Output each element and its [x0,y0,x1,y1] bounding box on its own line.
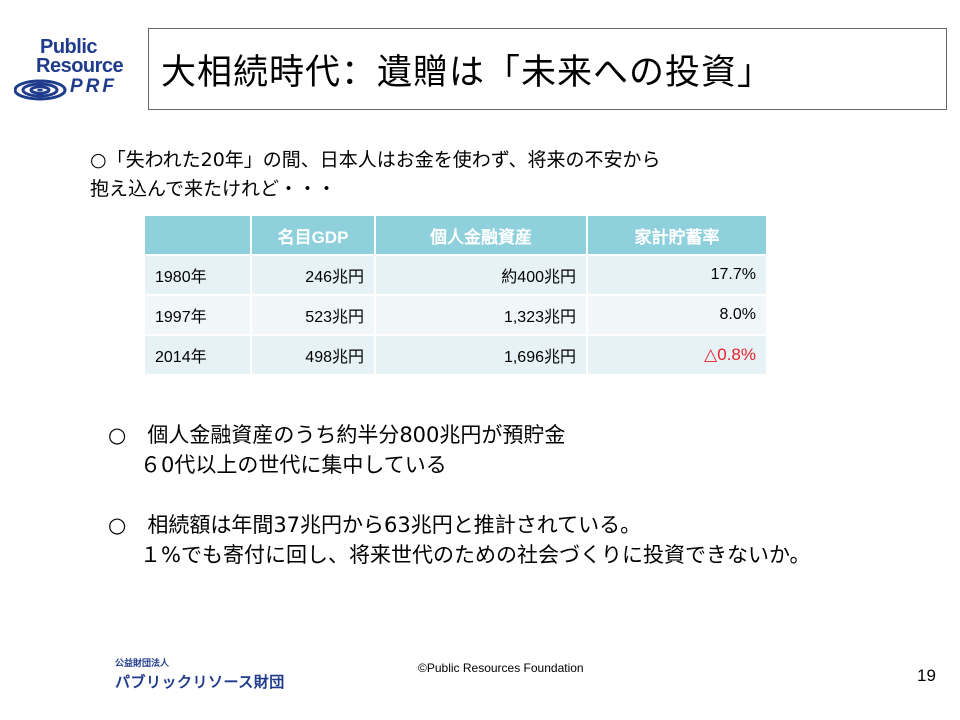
bullet-line: １%でも寄付に回し、将来世代のための社会づくりに投資できないか。 [140,543,811,567]
cell-year: 1980年 [145,254,252,295]
cell-savings-rate: 17.7% [587,254,768,295]
bullet-item: ○ 相続額は年間37兆円から63兆円と推計されている。 １%でも寄付に回し、将来… [108,510,948,570]
bullet-line: ○ 個人金融資産のうち約半分800兆円が預貯金 [108,423,566,447]
slide-title: 大相続時代：遺贈は「未来への投資」 [148,28,947,110]
logo-word-prf: PRF [70,76,117,97]
header-gdp: 名目GDP [251,216,376,255]
logo-word-resource: Resource [36,55,124,77]
table-row: 1980年 246兆円 約400兆円 17.7% [145,254,768,295]
bullet-list: ○ 個人金融資産のうち約半分800兆円が預貯金 ６0代以上の世代に集中している … [108,420,948,600]
header-savings-rate: 家計貯蓄率 [587,216,768,255]
footer-org-name: 公益財団法人 パブリックリソース財団 [115,656,285,692]
logo-word-public: Public [40,36,98,58]
prf-logo: Public Resource PRF [12,36,140,104]
cell-financial-assets: 1,696兆円 [375,334,588,374]
header-year [145,216,252,255]
footer-org-title: パブリックリソース財団 [115,673,285,691]
cell-savings-rate-negative: △0.8% [587,334,768,374]
cell-year: 1997年 [145,294,252,335]
cell-gdp: 498兆円 [251,334,376,374]
ripple-icon [14,79,67,101]
bullet-line: ６0代以上の世代に集中している [140,453,447,477]
cell-gdp: 246兆円 [251,254,376,295]
economic-data-table: 名目GDP 個人金融資産 家計貯蓄率 1980年 246兆円 約400兆円 17… [145,216,768,374]
cell-savings-rate: 8.0% [587,294,768,335]
table-header-row: 名目GDP 個人金融資産 家計貯蓄率 [145,216,768,255]
copyright-notice: ©Public Resources Foundation [418,661,584,675]
bullet-line: ○ 相続額は年間37兆円から63兆円と推計されている。 [108,513,642,537]
intro-line-1: ○「失われた20年」の間、日本人はお金を使わず、将来の不安から [90,149,661,171]
bullet-item: ○ 個人金融資産のうち約半分800兆円が預貯金 ６0代以上の世代に集中している [108,420,948,480]
table-row: 2014年 498兆円 1,696兆円 △0.8% [145,334,768,374]
page-number: 19 [917,666,936,685]
cell-year: 2014年 [145,334,252,374]
cell-financial-assets: 1,323兆円 [375,294,588,335]
table-row: 1997年 523兆円 1,323兆円 8.0% [145,294,768,335]
footer-org-type: 公益財団法人 [115,659,170,669]
intro-line-2: 抱え込んで来たけれど・・・ [90,178,337,200]
cell-gdp: 523兆円 [251,294,376,335]
cell-financial-assets: 約400兆円 [375,254,588,295]
header-financial-assets: 個人金融資産 [375,216,588,255]
intro-text: ○「失われた20年」の間、日本人はお金を使わず、将来の不安から 抱え込んで来たけ… [90,146,890,204]
